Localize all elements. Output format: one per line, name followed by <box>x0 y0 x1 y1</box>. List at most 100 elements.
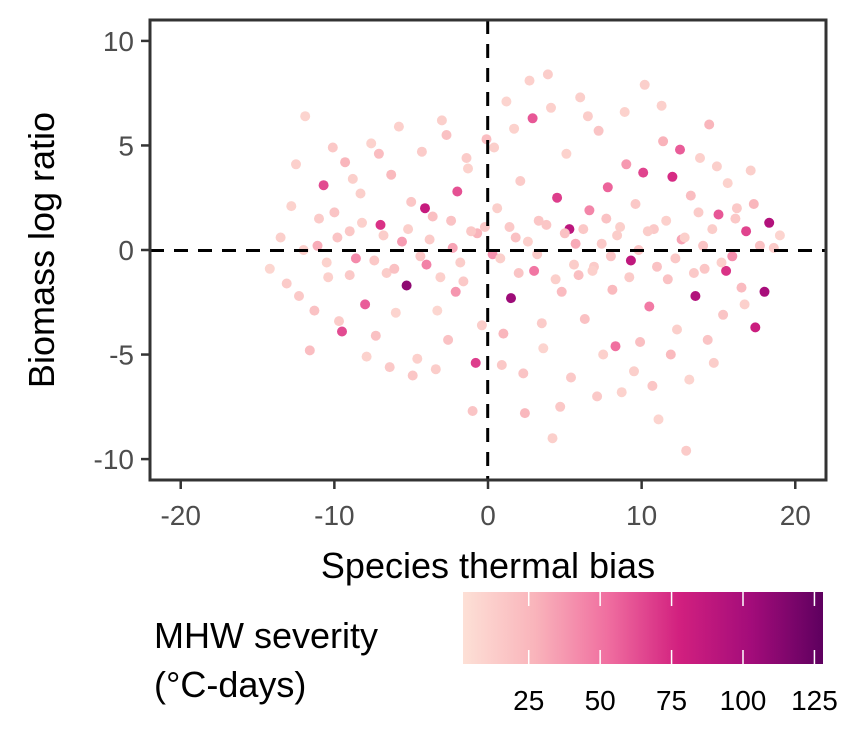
data-point <box>711 161 722 172</box>
data-point <box>672 324 682 335</box>
legend-tick-label: 25 <box>513 685 544 716</box>
data-point <box>552 192 563 203</box>
data-point <box>688 268 699 278</box>
data-point <box>536 318 547 329</box>
data-point <box>390 307 401 318</box>
legend-title-line-2: (°C-days) <box>154 664 306 705</box>
y-tick-label: -10 <box>94 444 134 475</box>
data-point <box>467 406 478 416</box>
data-point <box>578 224 589 235</box>
data-point <box>601 213 612 224</box>
data-point <box>513 268 524 278</box>
data-point <box>360 299 371 310</box>
data-point <box>639 79 650 90</box>
data-point <box>690 291 701 301</box>
data-point <box>538 343 549 354</box>
data-point <box>489 142 500 153</box>
data-point <box>366 138 377 149</box>
data-point <box>415 251 426 262</box>
data-point <box>533 215 544 226</box>
data-point <box>759 286 770 297</box>
data-point <box>629 366 639 377</box>
data-point <box>699 263 710 274</box>
data-point <box>652 261 662 272</box>
data-point <box>435 272 446 283</box>
data-point <box>350 253 361 264</box>
data-point <box>430 364 441 375</box>
data-point <box>466 226 477 237</box>
data-point <box>357 217 367 228</box>
data-point <box>546 102 556 113</box>
data-point <box>619 107 630 117</box>
data-point <box>621 159 632 170</box>
data-point <box>573 270 584 281</box>
data-point <box>381 268 392 278</box>
data-point <box>384 362 395 373</box>
data-point <box>337 326 347 337</box>
data-point <box>304 345 315 356</box>
data-point <box>579 314 590 324</box>
legend-ticks: 25 50 75 100 125 <box>513 592 838 716</box>
x-tick-label: 0 <box>480 500 496 531</box>
data-point <box>420 203 430 214</box>
data-point <box>727 251 738 262</box>
data-point <box>625 255 636 266</box>
data-point <box>397 236 407 247</box>
data-point <box>294 291 304 301</box>
data-point <box>416 146 427 157</box>
data-point <box>492 203 503 214</box>
data-point <box>647 380 658 391</box>
data-point <box>675 144 685 155</box>
y-axis-title: Biomass log ratio <box>21 112 62 388</box>
data-point <box>774 230 785 241</box>
data-point <box>745 165 756 176</box>
data-point <box>542 69 553 80</box>
data-point <box>550 274 561 285</box>
data-point <box>615 222 626 232</box>
data-point <box>587 265 598 276</box>
data-point <box>314 213 324 224</box>
data-point <box>476 320 487 331</box>
data-point <box>275 232 286 243</box>
data-point <box>704 119 715 130</box>
data-point <box>458 276 469 287</box>
data-point <box>344 270 355 281</box>
data-point <box>693 207 704 218</box>
data-point <box>455 257 466 268</box>
y-axis: -10 -5 0 5 10 <box>94 26 149 475</box>
data-point <box>569 259 579 270</box>
data-point <box>501 96 512 107</box>
data-point <box>355 188 366 199</box>
data-point <box>731 203 742 214</box>
data-point <box>403 224 414 235</box>
data-point <box>635 337 646 347</box>
data-point <box>318 180 329 191</box>
data-point <box>375 219 386 230</box>
data-point <box>644 301 655 312</box>
data-point <box>605 251 616 262</box>
data-point <box>527 113 538 124</box>
data-point <box>427 211 438 222</box>
data-point <box>509 123 520 134</box>
data-point <box>340 157 351 168</box>
data-point <box>685 190 696 201</box>
data-point <box>741 226 752 237</box>
data-point <box>653 414 664 425</box>
data-point <box>713 209 724 220</box>
data-point <box>582 111 593 122</box>
data-point <box>662 274 673 285</box>
data-point <box>718 309 729 320</box>
y-tick-label: -5 <box>109 340 134 371</box>
data-point <box>612 230 623 241</box>
data-point <box>406 196 417 207</box>
data-point <box>281 278 292 289</box>
data-point <box>716 257 727 268</box>
data-point <box>407 370 418 381</box>
y-tick-label: 10 <box>103 26 134 57</box>
legend-tick-label: 50 <box>585 685 616 716</box>
data-point <box>642 226 653 237</box>
x-tick-label: -10 <box>314 500 354 531</box>
data-point <box>329 207 340 218</box>
data-point <box>436 115 447 126</box>
data-point <box>624 272 635 283</box>
